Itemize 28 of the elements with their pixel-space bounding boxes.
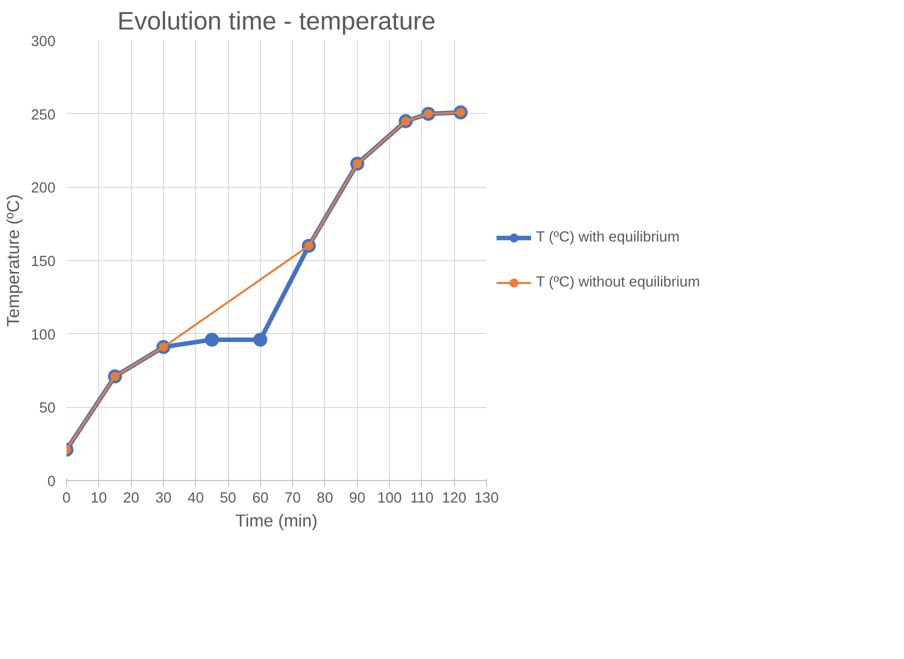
x-tick-label: 60 — [252, 490, 269, 506]
legend-label: T (ºC) without equilibrium — [536, 274, 700, 290]
x-tick-label: 70 — [284, 490, 301, 506]
chart-title: Evolution time - temperature — [117, 8, 436, 36]
x-tick-label: 30 — [155, 490, 172, 506]
x-tick-label: 40 — [188, 490, 204, 506]
y-tick-label: 300 — [31, 34, 56, 50]
x-tick-label: 100 — [377, 490, 402, 506]
y-tick-label: 100 — [31, 327, 56, 344]
x-tick-label: 90 — [349, 490, 366, 506]
point — [204, 332, 219, 347]
y-tick-label: 0 — [47, 474, 56, 490]
y-tick-label: 200 — [31, 180, 56, 197]
x-tick-label: 120 — [442, 490, 466, 506]
y-tick-label: 50 — [39, 400, 56, 417]
x-tick-label: 0 — [62, 490, 71, 506]
x-tick-label: 130 — [474, 490, 499, 506]
x-tick-label: 10 — [90, 490, 107, 506]
point — [253, 332, 268, 347]
x-tick-label: 110 — [410, 490, 434, 506]
x-tick-label: 50 — [220, 490, 236, 506]
legend-label: T (ºC) with equilibrium — [536, 230, 680, 246]
y-tick-label: 150 — [31, 254, 56, 270]
x-tick-label: 20 — [122, 490, 140, 506]
x-tick-label: 80 — [316, 490, 334, 506]
y-axis-title: Temperature (ºC) — [3, 194, 24, 327]
x-axis-title: Time (min) — [235, 510, 318, 530]
y-tick-label: 250 — [31, 107, 56, 124]
